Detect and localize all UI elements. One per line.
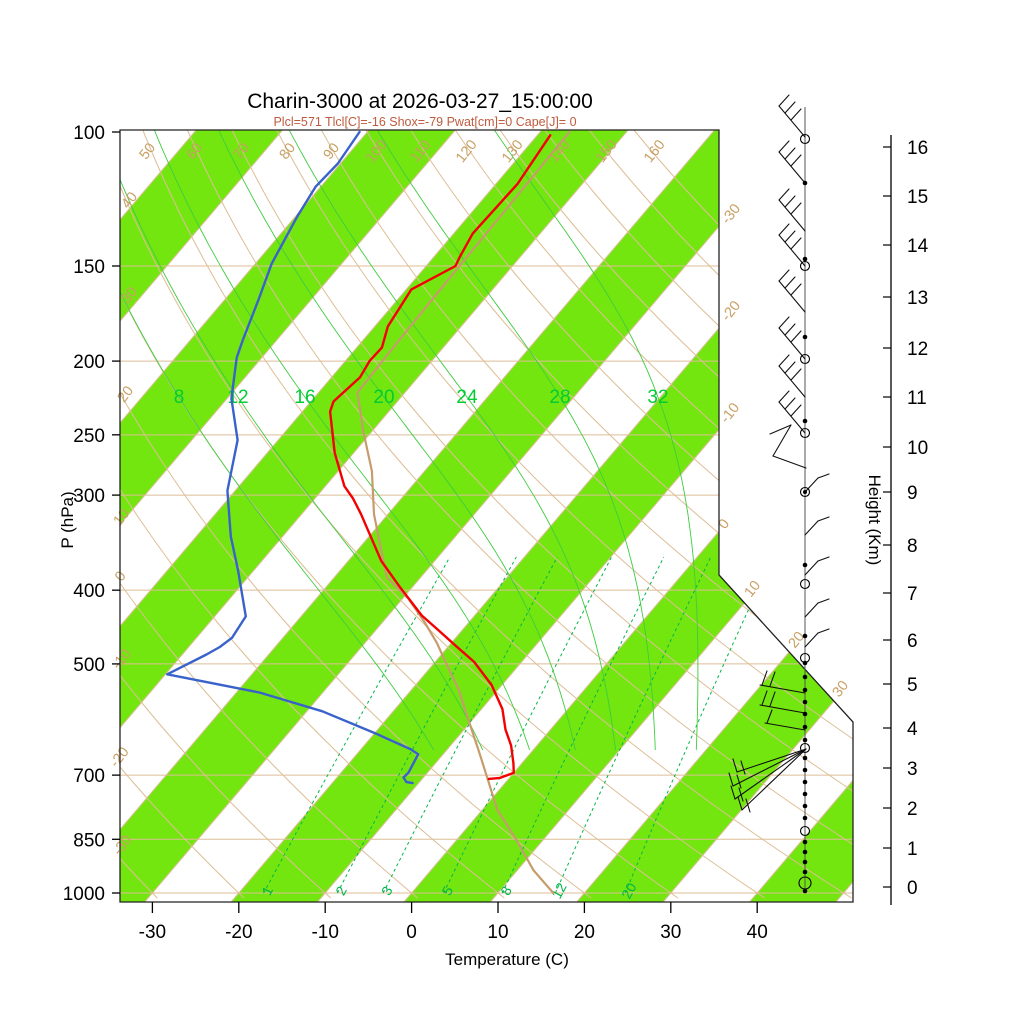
svg-text:24: 24 (456, 387, 478, 408)
svg-text:30: 30 (119, 284, 142, 307)
svg-text:10: 10 (111, 506, 134, 529)
svg-text:20: 20 (373, 387, 394, 408)
svg-text:-20: -20 (225, 922, 252, 943)
svg-text:-20: -20 (719, 298, 745, 324)
svg-text:0: 0 (716, 516, 734, 532)
temperature-axis: -30 -20 -10 0 10 20 30 40 (139, 902, 768, 943)
svg-text:700: 700 (73, 766, 105, 787)
sounding-indices-subtitle: Plcl=571 Tlcl[C]=-16 Shox=-79 Pwat[cm]=0… (273, 115, 577, 129)
svg-text:6: 6 (907, 631, 918, 652)
page-title: Charin-3000 at 2026-03-27_15:00:00 (247, 90, 593, 113)
svg-text:70: 70 (231, 140, 254, 163)
svg-text:8: 8 (174, 387, 185, 408)
plot-border (119, 129, 854, 903)
svg-text:160: 160 (641, 137, 669, 166)
svg-text:850: 850 (73, 830, 105, 851)
svg-text:16: 16 (294, 387, 315, 408)
svg-text:20: 20 (618, 880, 640, 901)
svg-text:28: 28 (549, 387, 570, 408)
svg-text:11: 11 (907, 388, 927, 409)
wind-barb-column (728, 94, 830, 894)
svg-text:500: 500 (73, 655, 105, 676)
svg-text:1000: 1000 (63, 884, 105, 905)
svg-text:300: 300 (73, 486, 105, 507)
svg-text:12: 12 (907, 339, 928, 360)
svg-text:32: 32 (647, 387, 668, 408)
moist-adiabat-lines (120, 130, 699, 751)
svg-text:60: 60 (184, 140, 207, 163)
svg-text:-10: -10 (718, 400, 744, 426)
svg-text:8: 8 (907, 536, 918, 557)
dewpoint-curve (166, 130, 420, 785)
svg-text:0: 0 (112, 568, 130, 584)
svg-text:-30: -30 (719, 201, 745, 227)
svg-text:9: 9 (907, 483, 918, 504)
svg-text:-30: -30 (139, 922, 166, 943)
svg-text:-10: -10 (311, 922, 338, 943)
svg-text:400: 400 (73, 581, 105, 602)
svg-text:20: 20 (574, 922, 595, 943)
svg-text:10: 10 (907, 438, 928, 459)
svg-text:40: 40 (119, 189, 142, 212)
svg-text:90: 90 (321, 140, 344, 163)
svg-text:3: 3 (907, 759, 918, 780)
pressure-axis: 100 150 200 250 300 400 500 700 850 1000 (63, 123, 120, 905)
svg-text:14: 14 (907, 236, 929, 257)
svg-text:30: 30 (830, 678, 853, 701)
svg-text:30: 30 (660, 922, 681, 943)
svg-text:13: 13 (907, 288, 928, 309)
svg-text:80: 80 (277, 140, 300, 163)
parcel-trace-curve (356, 130, 571, 895)
svg-text:120: 120 (453, 137, 481, 166)
svg-text:50: 50 (137, 140, 160, 163)
svg-text:20: 20 (786, 629, 809, 652)
svg-text:2: 2 (907, 799, 918, 820)
svg-text:0: 0 (406, 922, 417, 943)
svg-text:200: 200 (73, 352, 105, 373)
svg-text:40: 40 (747, 922, 768, 943)
svg-text:15: 15 (907, 187, 928, 208)
svg-text:7: 7 (907, 584, 918, 605)
svg-text:10: 10 (742, 578, 765, 601)
svg-text:1: 1 (907, 839, 918, 860)
svg-text:100: 100 (73, 123, 105, 144)
svg-text:150: 150 (73, 257, 105, 278)
svg-text:5: 5 (907, 675, 918, 696)
svg-text:250: 250 (73, 426, 105, 447)
svg-text:10: 10 (487, 922, 508, 943)
temperature-axis-title: Temperature (C) (445, 950, 569, 969)
svg-text:0: 0 (907, 878, 918, 899)
svg-text:4: 4 (907, 719, 918, 740)
temperature-curve (328, 134, 552, 781)
svg-text:12: 12 (548, 880, 570, 901)
svg-text:16: 16 (907, 138, 928, 159)
svg-text:20: 20 (115, 383, 138, 406)
